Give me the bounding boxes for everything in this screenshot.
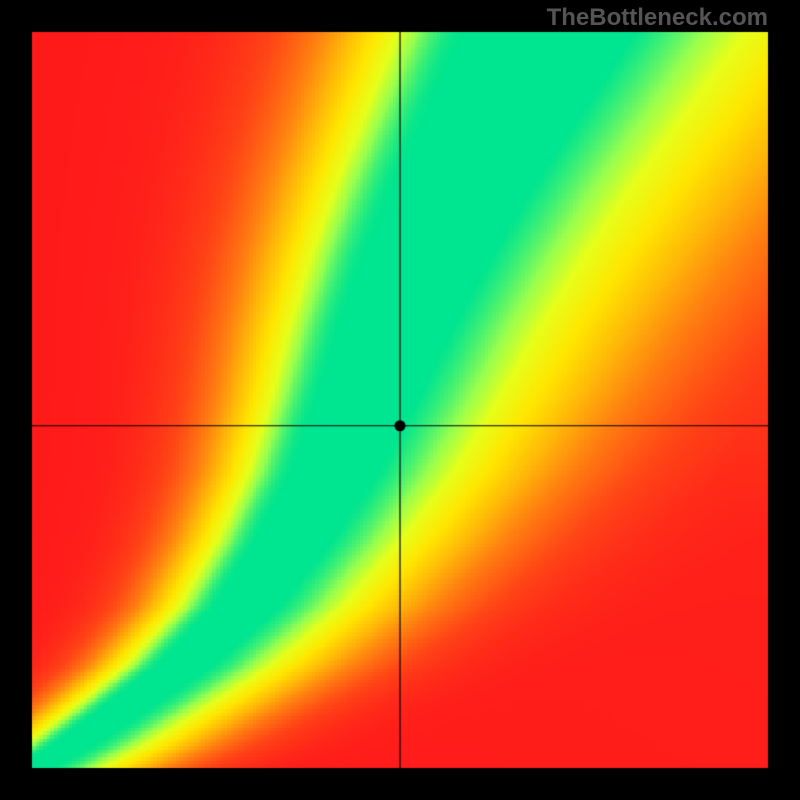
watermark-text: TheBottleneck.com	[547, 4, 768, 32]
chart-container: TheBottleneck.com	[0, 0, 800, 800]
bottleneck-heatmap	[0, 0, 800, 800]
